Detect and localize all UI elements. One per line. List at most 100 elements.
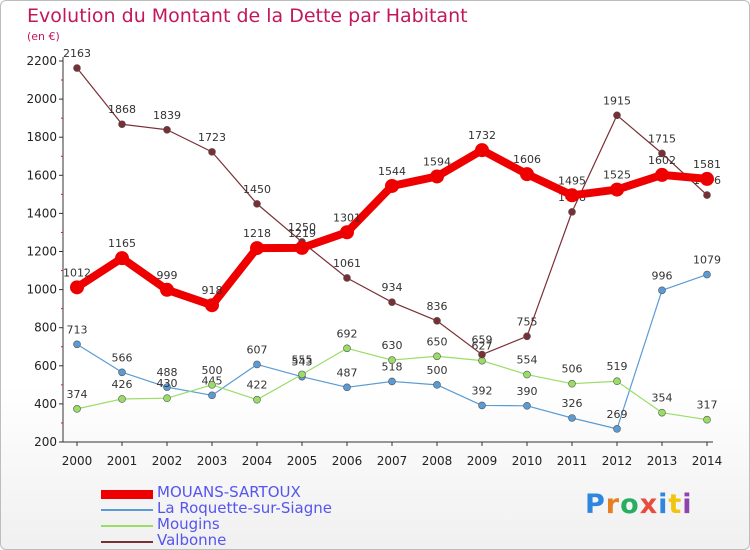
x-tick-label: 2014 — [692, 454, 723, 468]
data-point — [118, 368, 126, 377]
data-point — [613, 425, 621, 433]
data-point — [163, 125, 171, 134]
data-label: 1594 — [423, 155, 451, 168]
data-point — [208, 391, 216, 400]
y-tick-label: 200 — [34, 435, 57, 449]
data-label: 326 — [562, 397, 583, 410]
data-label: 607 — [247, 343, 268, 356]
y-tick-label: 1600 — [26, 168, 57, 182]
data-label: 1301 — [333, 211, 361, 224]
x-tick-label: 2004 — [242, 454, 273, 468]
data-point — [250, 241, 264, 256]
legend-swatch — [101, 525, 153, 527]
data-label: 996 — [652, 269, 673, 282]
data-label: 1219 — [288, 227, 316, 240]
y-tick-label: 1800 — [26, 130, 57, 144]
data-label: 422 — [247, 379, 268, 392]
x-tick-label: 2011 — [557, 454, 588, 468]
data-point — [655, 167, 669, 182]
data-point — [385, 178, 399, 193]
data-point — [613, 377, 621, 386]
data-point — [73, 405, 81, 413]
data-point — [658, 408, 666, 417]
data-point — [70, 280, 84, 295]
data-point — [118, 120, 126, 129]
data-point — [163, 394, 171, 402]
data-label: 488 — [157, 366, 178, 379]
data-point — [163, 383, 171, 391]
data-label: 1250 — [288, 221, 316, 234]
y-tick-label: 600 — [34, 359, 57, 373]
data-label: 2163 — [63, 47, 91, 60]
data-label: 1868 — [108, 103, 136, 116]
data-label: 692 — [337, 327, 358, 340]
unit-label: (en €) — [27, 30, 60, 43]
data-label: 1715 — [648, 132, 676, 145]
y-tick-label: 1000 — [26, 283, 57, 297]
data-point — [523, 370, 531, 379]
data-label: 713 — [67, 323, 88, 336]
data-label: 1915 — [603, 94, 631, 107]
x-tick-label: 2008 — [422, 454, 453, 468]
data-point — [253, 360, 261, 369]
data-label: 650 — [427, 335, 448, 348]
data-label: 519 — [607, 360, 628, 373]
data-point — [160, 282, 174, 297]
data-label: 426 — [112, 378, 133, 391]
x-tick-label: 2007 — [377, 454, 408, 468]
x-tick-label: 2003 — [197, 454, 228, 468]
data-label: 506 — [562, 363, 583, 376]
data-point — [343, 383, 351, 392]
data-label: 392 — [472, 384, 493, 397]
x-tick-label: 2005 — [287, 454, 318, 468]
logo-letter: x — [639, 489, 659, 520]
x-tick-label: 2006 — [332, 454, 363, 468]
data-point — [253, 200, 261, 208]
logo-letter: i — [682, 489, 693, 520]
y-tick-label: 2000 — [26, 92, 57, 106]
data-label: 1606 — [513, 153, 541, 166]
x-tick-label: 2000 — [62, 454, 93, 468]
x-tick-label: 2001 — [107, 454, 138, 468]
data-label: 934 — [382, 281, 403, 294]
legend-swatch — [101, 541, 153, 543]
data-label: 630 — [382, 339, 403, 352]
legend-swatch — [101, 489, 153, 499]
y-tick-label: 1400 — [26, 206, 57, 220]
data-label: 487 — [337, 366, 358, 379]
data-label: 543 — [292, 356, 313, 369]
data-point — [343, 344, 351, 353]
data-label: 627 — [472, 340, 493, 353]
data-point — [703, 415, 711, 424]
data-label: 430 — [157, 377, 178, 390]
data-point — [475, 143, 489, 158]
data-label: 354 — [652, 392, 673, 405]
data-point — [73, 340, 81, 349]
data-point — [565, 188, 579, 203]
data-point — [568, 414, 576, 422]
data-label: 1544 — [378, 165, 406, 178]
data-label: 1450 — [243, 183, 271, 196]
data-point — [205, 298, 219, 313]
data-point — [208, 148, 216, 156]
legend-label: La Roquette-sur-Siagne — [157, 499, 332, 517]
proxiti-logo: Proxiti — [585, 489, 693, 520]
data-point — [703, 191, 711, 199]
data-point — [523, 332, 531, 341]
legend-label: MOUANS-SARTOUX — [157, 483, 301, 501]
data-point — [478, 350, 486, 359]
data-label: 555 — [292, 353, 313, 366]
logo-letter: t — [668, 489, 683, 520]
data-label: 918 — [202, 284, 223, 297]
data-point — [298, 370, 306, 379]
data-point — [658, 149, 666, 158]
data-label: 269 — [607, 408, 628, 421]
data-point — [613, 111, 621, 120]
logo-letter: o — [620, 489, 640, 520]
legend-label: Valbonne — [157, 531, 227, 549]
logo-letter: i — [658, 489, 669, 520]
chart-title: Evolution du Montant de la Dette par Hab… — [27, 5, 468, 27]
data-point — [253, 395, 261, 404]
